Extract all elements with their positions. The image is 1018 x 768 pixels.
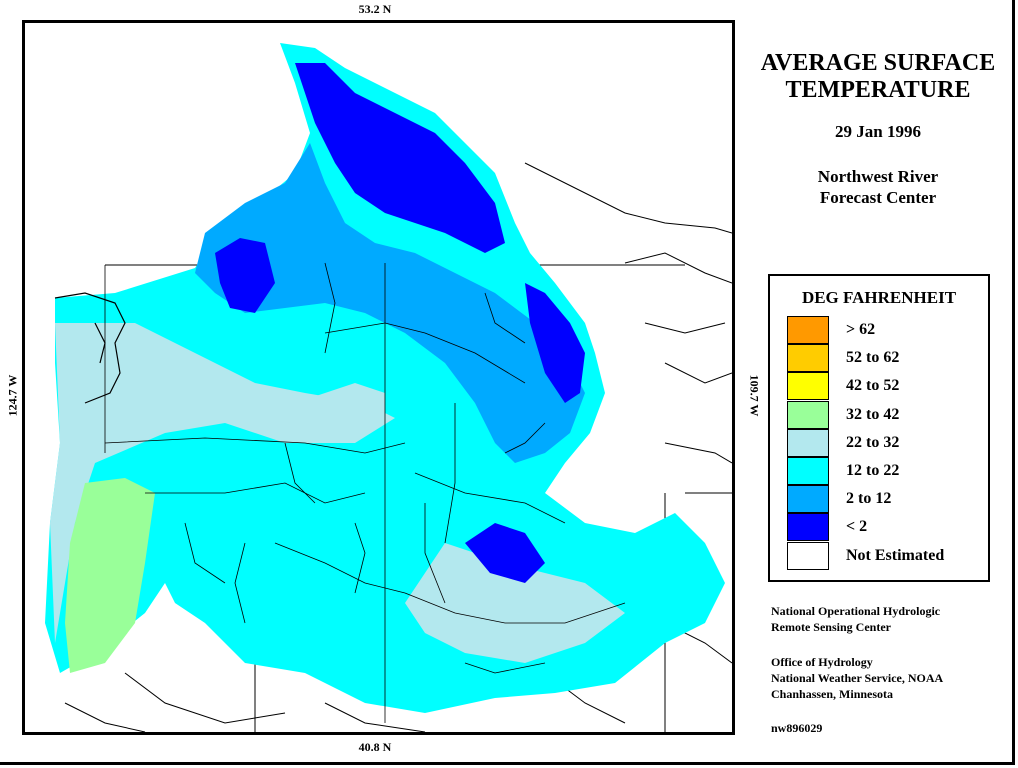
credits-office: Office of Hydrology National Weather Ser… (771, 654, 1011, 702)
legend-item: 22 to 32 (787, 428, 987, 457)
legend-item: 12 to 22 (787, 457, 987, 485)
map-title: AVERAGE SURFACE TEMPERATURE (746, 50, 1010, 104)
legend-item: 32 to 42 (787, 400, 987, 429)
legend-swatch (787, 485, 829, 514)
agency-line1: Northwest River (817, 167, 939, 186)
credits-center: National Operational Hydrologic Remote S… (771, 603, 1011, 635)
legend-swatch (787, 541, 829, 570)
legend-label: 52 to 62 (846, 349, 900, 367)
legend-swatch (787, 428, 829, 457)
legend-item: < 2 (787, 513, 987, 542)
longitude-right-label: 109.7 W (747, 374, 762, 417)
puget-sound-coastline (54, 292, 126, 404)
legend-swatch (787, 344, 829, 373)
sub-basin-boundaries (104, 262, 626, 723)
legend-label: Not Estimated (846, 546, 945, 564)
map-title-line2: TEMPERATURE (785, 77, 971, 103)
legend-label: 2 to 12 (846, 490, 892, 508)
legend-swatch (787, 457, 829, 485)
legend-label: 32 to 42 (846, 405, 900, 423)
legend-label: 22 to 32 (846, 433, 900, 451)
map-title-line1: AVERAGE SURFACE (760, 50, 996, 76)
legend-swatch (787, 400, 829, 429)
map-date: 29 Jan 1996 (835, 122, 921, 141)
legend: DEG FAHRENHEIT > 62 52 to 62 42 to 52 32 to… (768, 274, 990, 582)
map-graphic (45, 43, 732, 732)
latitude-bottom-label: 40.8 N (358, 740, 392, 754)
longitude-left-label: 124.7 W (5, 374, 20, 417)
legend-label: 42 to 52 (846, 377, 900, 395)
legend-swatch (787, 316, 829, 344)
credits-line2: Remote Sensing Center (771, 620, 891, 634)
legend-item: 42 to 52 (787, 372, 987, 401)
temperature-map (22, 20, 735, 735)
credits-line5: Chanhassen, Minnesota (771, 687, 894, 701)
latitude-top-label: 53.2 N (358, 2, 392, 16)
legend-swatch (787, 372, 829, 401)
legend-item: 2 to 12 (787, 485, 987, 514)
credits-line3: Office of Hydrology (771, 655, 873, 669)
credits-code: nw896029 (771, 721, 823, 735)
legend-item: Not Estimated (787, 541, 987, 570)
legend-label: > 62 (846, 321, 876, 338)
legend-item: > 62 (787, 316, 987, 344)
agency-line2: Forecast Center (819, 188, 937, 207)
agency-name: Northwest River Forecast Center (746, 166, 1010, 208)
legend-label: < 2 (846, 518, 868, 536)
legend-title: DEG FAHRENHEIT (801, 288, 957, 307)
legend-swatch (787, 513, 829, 542)
credits-line4: National Weather Service, NOAA (771, 671, 944, 685)
legend-label: 12 to 22 (846, 462, 900, 479)
legend-item: 52 to 62 (787, 344, 987, 373)
credits-line1: National Operational Hydrologic (771, 604, 941, 618)
